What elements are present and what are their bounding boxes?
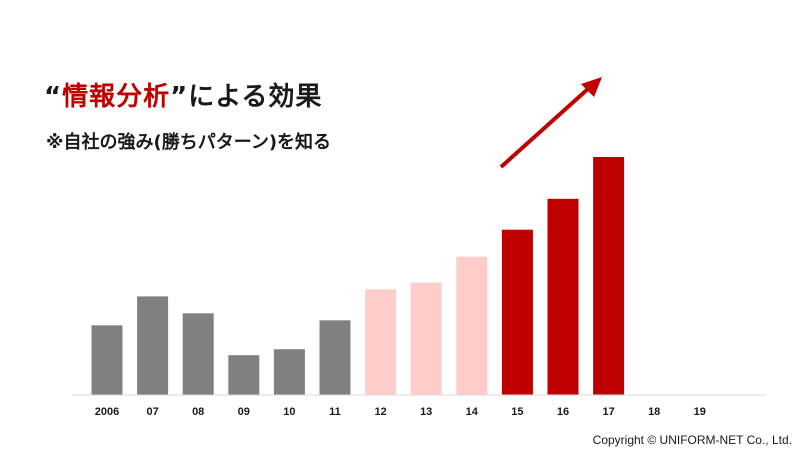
bar-12 xyxy=(365,289,397,395)
x-tick-label: 13 xyxy=(420,406,432,418)
chart-title: “情報分析”による効果 xyxy=(44,76,322,113)
bar-2006 xyxy=(91,325,123,395)
bar-10 xyxy=(273,349,305,395)
x-tick-label: 10 xyxy=(283,406,295,418)
title-close-quote: ” xyxy=(170,82,189,112)
bar-11 xyxy=(319,320,351,395)
title-open-quote: “ xyxy=(44,82,63,112)
bar-14 xyxy=(456,256,488,395)
x-tick-label: 2006 xyxy=(95,406,119,418)
bar-17 xyxy=(593,157,625,395)
x-tick-label: 17 xyxy=(602,406,614,418)
x-tick-label: 07 xyxy=(146,406,158,418)
bar-07 xyxy=(137,296,169,395)
trend-arrow xyxy=(499,77,602,169)
bar-09 xyxy=(228,355,260,395)
x-tick-label: 12 xyxy=(374,406,386,418)
bar-15 xyxy=(501,229,533,395)
trend-arrow-head xyxy=(581,77,602,97)
x-axis-ticks: 2006 07 08 09 10 11 12 13 14 15 16 17 18 19 xyxy=(95,406,706,418)
bar-08 xyxy=(182,313,214,395)
title-accent: 情報分析 xyxy=(62,82,171,112)
x-tick-label: 19 xyxy=(694,406,706,418)
bar-16 xyxy=(547,198,579,395)
bars-group xyxy=(91,157,625,395)
x-tick-label: 08 xyxy=(192,406,204,418)
x-tick-label: 16 xyxy=(557,406,569,418)
copyright-text: Copyright © UNIFORM-NET Co., Ltd. xyxy=(592,433,792,447)
x-tick-label: 11 xyxy=(329,406,341,418)
x-tick-label: 09 xyxy=(238,406,250,418)
x-tick-label: 14 xyxy=(466,406,479,418)
x-tick-label: 18 xyxy=(648,406,660,418)
chart-subtitle: ※自社の強み(勝ちパターン)を知る xyxy=(46,132,332,153)
title-rest: による効果 xyxy=(188,82,323,112)
x-tick-label: 15 xyxy=(511,406,523,418)
trend-arrow-shaft xyxy=(499,86,591,169)
bar-13 xyxy=(410,282,442,395)
